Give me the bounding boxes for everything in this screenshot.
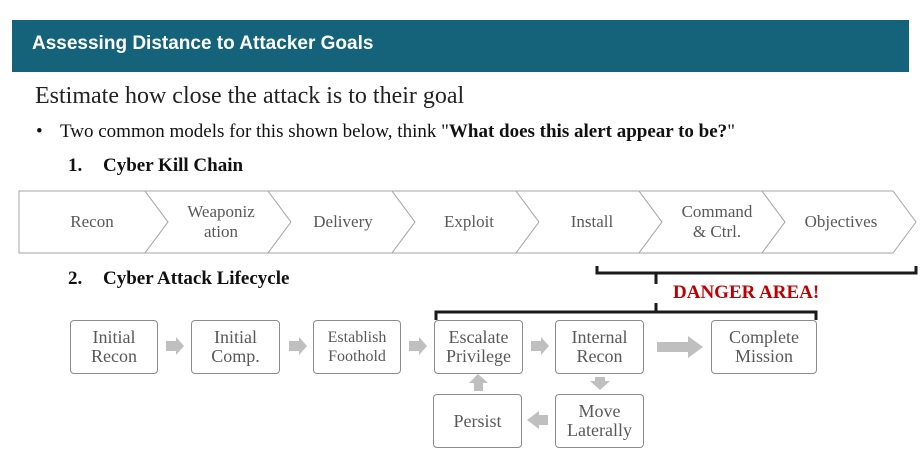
stage-label: Install xyxy=(570,212,614,231)
bullet-item: • Two common models for this shown below,… xyxy=(36,121,735,143)
stage-label: Objectives xyxy=(804,212,878,231)
stage-install: Install xyxy=(533,196,651,248)
kill-chain-number: 1. xyxy=(68,155,83,176)
lifecycle-title: Cyber Attack Lifecycle xyxy=(103,268,290,289)
stage-weaponization: Weaponiz ation xyxy=(162,196,280,248)
bullet-text-emphasis: What does this alert appear to be? xyxy=(448,121,728,142)
chevron-objectives xyxy=(761,190,917,254)
step-label: Establish xyxy=(327,329,387,346)
danger-area-label: DANGER AREA! xyxy=(673,282,820,303)
stage-label: Delivery xyxy=(313,212,373,231)
arrow-icon xyxy=(469,374,488,391)
step-establish-foothold: Establish Foothold xyxy=(313,320,401,374)
stage-label: & Ctrl. xyxy=(692,222,742,241)
stage-label: Recon xyxy=(70,212,114,231)
step-label: Initial xyxy=(92,327,136,347)
step-internal-recon: Internal Recon xyxy=(555,320,644,374)
arrow-icon xyxy=(289,337,307,355)
kill-chain-heading: 1. Cyber Kill Chain xyxy=(68,155,243,177)
stage-command-control: Command & Ctrl. xyxy=(658,196,776,248)
step-label: Mission xyxy=(734,346,794,366)
step-label: Move xyxy=(578,401,621,421)
arrow-icon xyxy=(166,337,184,355)
slide-subtitle: Estimate how close the attack is to thei… xyxy=(35,83,465,109)
step-label: Comp. xyxy=(211,346,260,366)
step-label: Recon xyxy=(576,346,623,366)
stage-label: Exploit xyxy=(443,212,495,231)
slide-title: Assessing Distance to Attacker Goals xyxy=(32,33,374,54)
step-complete-mission: Complete Mission xyxy=(711,320,817,374)
kill-chain-bracket xyxy=(595,266,918,284)
step-initial-recon: Initial Recon xyxy=(70,320,158,374)
step-label: Foothold xyxy=(328,348,386,365)
arrow-icon xyxy=(527,411,548,429)
stage-delivery: Delivery xyxy=(284,196,402,248)
arrow-icon xyxy=(590,377,610,390)
stage-recon: Recon xyxy=(30,196,154,248)
step-label: Persist xyxy=(453,410,502,431)
lifecycle-bracket xyxy=(434,303,818,320)
step-move-laterally: Move Laterally xyxy=(555,394,644,448)
stage-objectives: Objectives xyxy=(780,196,902,248)
step-escalate-privilege: Escalate Privilege xyxy=(434,320,523,374)
title-banner: Assessing Distance to Attacker Goals xyxy=(12,20,909,72)
step-label: Complete xyxy=(729,327,799,347)
step-persist: Persist xyxy=(433,394,522,448)
arrow-icon xyxy=(409,337,427,355)
step-label: Internal xyxy=(571,327,628,347)
lifecycle-number: 2. xyxy=(68,268,83,289)
arrow-icon xyxy=(657,336,703,358)
kill-chain-title: Cyber Kill Chain xyxy=(103,155,244,176)
step-label: Laterally xyxy=(567,420,632,440)
step-label: Initial xyxy=(213,327,257,347)
bullet-text-prefix: Two common models for this shown below, … xyxy=(60,121,449,142)
step-label: Recon xyxy=(91,346,137,366)
step-initial-comp: Initial Comp. xyxy=(191,320,280,374)
stage-exploit: Exploit xyxy=(410,196,528,248)
stage-label: Weaponiz xyxy=(187,202,255,221)
bullet-dot-icon: • xyxy=(36,121,43,142)
stage-label: Command xyxy=(681,202,753,221)
lifecycle-heading: 2. Cyber Attack Lifecycle xyxy=(68,268,289,290)
arrow-icon xyxy=(531,337,549,355)
step-label: Escalate xyxy=(448,327,509,347)
step-label: Privilege xyxy=(446,346,511,366)
bullet-text-suffix: " xyxy=(727,121,735,142)
stage-label: ation xyxy=(203,222,238,241)
